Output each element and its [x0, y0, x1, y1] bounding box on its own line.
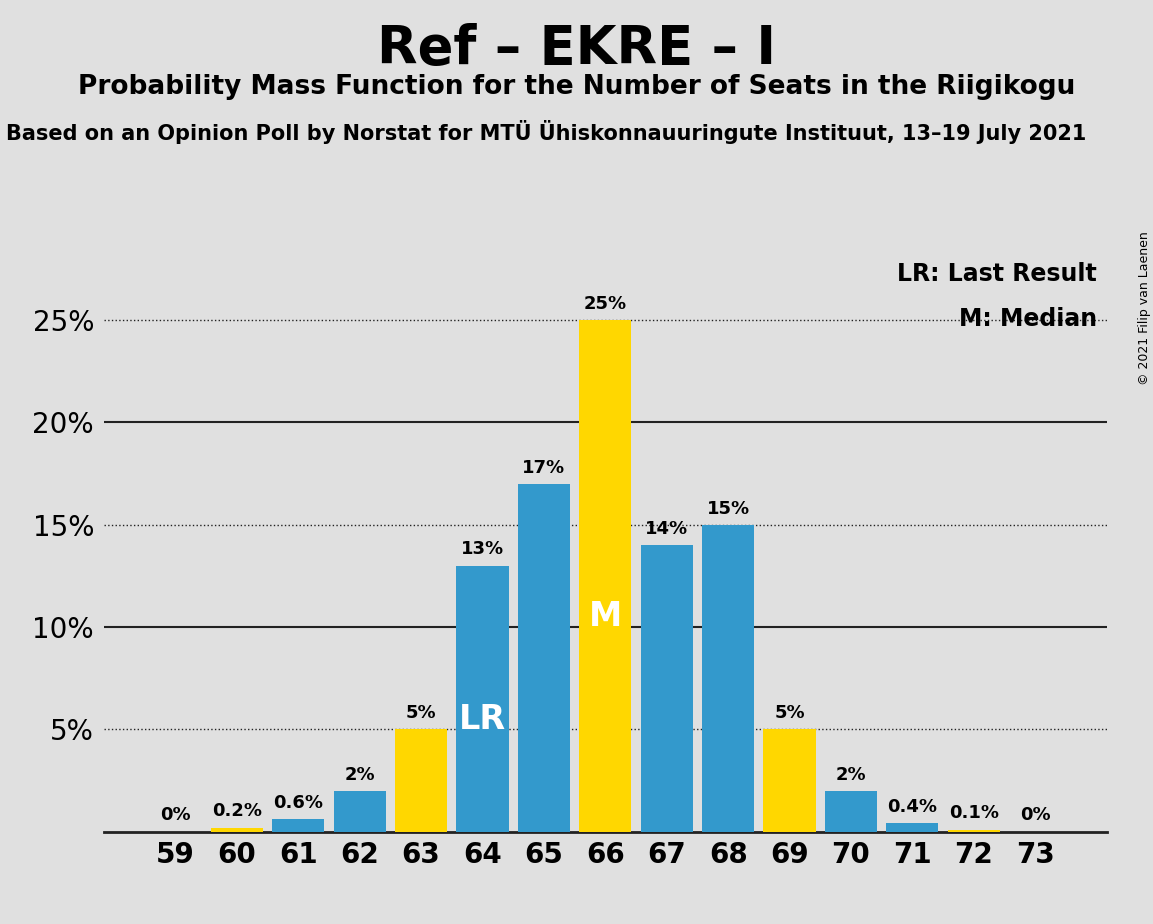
Bar [457, 565, 508, 832]
Bar [948, 830, 1000, 832]
Text: M: Median: M: Median [959, 308, 1097, 332]
Text: Based on an Opinion Poll by Norstat for MTÜ Ühiskonnauuringute Instituut, 13–19 : Based on an Opinion Poll by Norstat for … [6, 120, 1086, 144]
Text: 13%: 13% [461, 541, 504, 558]
Text: LR: LR [459, 703, 506, 736]
Text: 0.6%: 0.6% [273, 794, 323, 812]
Text: 0.2%: 0.2% [212, 802, 262, 821]
Bar [211, 828, 263, 832]
Bar [333, 791, 386, 832]
Bar [824, 791, 877, 832]
Text: 5%: 5% [774, 704, 805, 723]
Text: 0%: 0% [1020, 807, 1050, 824]
Text: 5%: 5% [406, 704, 437, 723]
Text: 14%: 14% [646, 520, 688, 538]
Text: © 2021 Filip van Laenen: © 2021 Filip van Laenen [1138, 231, 1151, 384]
Bar [395, 729, 447, 832]
Text: Ref – EKRE – I: Ref – EKRE – I [377, 23, 776, 75]
Bar [702, 525, 754, 832]
Text: 0%: 0% [160, 807, 190, 824]
Text: 25%: 25% [583, 295, 627, 313]
Text: 0.4%: 0.4% [888, 798, 937, 816]
Text: 0.1%: 0.1% [949, 805, 998, 822]
Text: Probability Mass Function for the Number of Seats in the Riigikogu: Probability Mass Function for the Number… [77, 74, 1076, 100]
Text: M: M [589, 601, 621, 633]
Bar [518, 484, 570, 832]
Text: 17%: 17% [522, 458, 565, 477]
Bar [272, 820, 324, 832]
Text: LR: Last Result: LR: Last Result [897, 261, 1097, 286]
Bar [579, 320, 632, 832]
Bar [763, 729, 815, 832]
Bar [641, 545, 693, 832]
Text: 15%: 15% [707, 500, 749, 517]
Text: 2%: 2% [345, 765, 375, 784]
Bar [887, 823, 939, 832]
Text: 2%: 2% [836, 765, 866, 784]
